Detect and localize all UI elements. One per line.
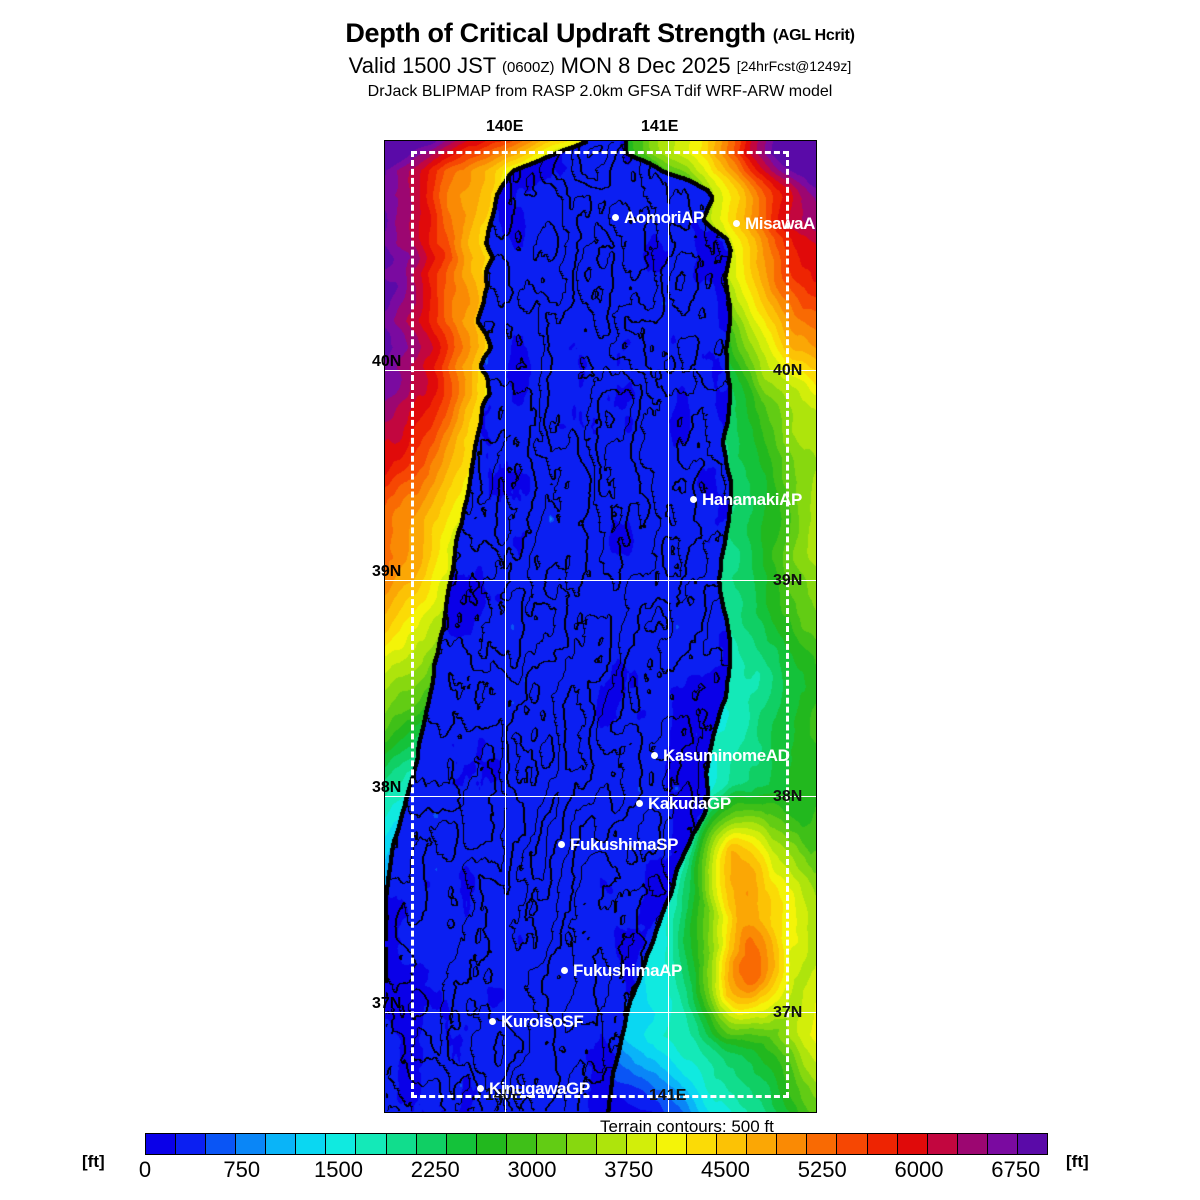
colorbar-swatch-28: [987, 1134, 1018, 1154]
colorbar-swatch-20: [747, 1134, 778, 1154]
colorbar-swatch-13: [536, 1134, 567, 1154]
title-main-text: Depth of Critical Updraft Strength: [345, 18, 766, 48]
colorbar-unit-right: [ft]: [1066, 1152, 1089, 1171]
colorbar-swatch-6: [326, 1134, 357, 1154]
colorbar-tick-1500: 1500: [314, 1157, 363, 1182]
colorbar-tick-750: 750: [223, 1157, 261, 1182]
valid-time-text: Valid 1500 JST: [348, 52, 496, 78]
colorbar-swatch-11: [476, 1134, 507, 1154]
terrain-contour-note: Terrain contours: 500 ft: [600, 1117, 774, 1136]
lat-label-left-39n: 39N: [372, 563, 402, 580]
title-block: Depth of Critical Updraft Strength (AGL …: [0, 18, 1200, 103]
colorbar-swatch-0: [146, 1134, 177, 1154]
map-plot-area[interactable]: 40N 39N 38N 37N 140E 141E AomoriAP Misawa…: [384, 140, 817, 1113]
colorbar-tick-3750: 3750: [604, 1157, 654, 1182]
colorbar-swatch-29: [1017, 1134, 1047, 1154]
colorbar-tick-4500: 4500: [701, 1157, 750, 1182]
title-paren-text: (AGL Hcrit): [772, 27, 855, 44]
valid-date-text: MON 8 Dec 2025: [560, 52, 731, 78]
colorbar-swatch-27: [957, 1134, 988, 1154]
colorbar-swatch-21: [777, 1134, 808, 1154]
colorbar-swatch-18: [687, 1134, 718, 1154]
lat-label-right-39n: 39N: [773, 572, 803, 589]
forecast-tag-text: [24hrFcst@1249z]: [736, 57, 852, 74]
colorbar-swatch-15: [596, 1134, 627, 1154]
colorbar-swatch-22: [807, 1134, 838, 1154]
lon-label-bottom-140e: 140E: [485, 1087, 523, 1104]
colorbar-swatch-26: [927, 1134, 958, 1154]
colorbar-swatch-14: [566, 1134, 597, 1154]
colorbar-tick-0: 0: [138, 1157, 152, 1182]
colorbar-tick-2250: 2250: [410, 1157, 460, 1182]
colorbar-swatch-23: [837, 1134, 868, 1154]
colorbar-swatch-1: [176, 1134, 207, 1154]
colorbar-swatch-16: [627, 1134, 658, 1154]
lat-label-left-38n: 38N: [372, 779, 402, 796]
colorbar-swatch-24: [867, 1134, 898, 1154]
colorbar-swatch-25: [897, 1134, 928, 1154]
colorbar-swatch-12: [506, 1134, 537, 1154]
lon-label-bottom-141e: 141E: [649, 1087, 687, 1104]
lat-label-right-40n: 40N: [773, 362, 803, 379]
colorbar-swatch-3: [236, 1134, 267, 1154]
colorbar-tick-3000: 3000: [507, 1157, 557, 1182]
colorbar-swatch-2: [206, 1134, 237, 1154]
valid-time-line: Valid 1500 JST (0600Z) MON 8 Dec 2025 [2…: [0, 52, 1200, 80]
colorbar-tick-6750: 6750: [991, 1157, 1041, 1182]
colorbar-swatch-17: [657, 1134, 688, 1154]
page-title: Depth of Critical Updraft Strength (AGL …: [0, 18, 1200, 50]
lat-label-left-40n: 40N: [372, 353, 402, 370]
colorbar-tick-6000: 6000: [894, 1157, 944, 1182]
colorbar-swatch-5: [296, 1134, 327, 1154]
colorbar-swatch-19: [717, 1134, 748, 1154]
valid-zulu-text: (0600Z): [501, 58, 555, 76]
lon-label-top-141e: 141E: [641, 118, 679, 135]
lat-label-left-37n: 37N: [372, 995, 402, 1012]
colorbar-swatch-4: [266, 1134, 297, 1154]
lat-label-right-38n: 38N: [773, 788, 803, 805]
colorbar-swatch-10: [446, 1134, 477, 1154]
weather-field-raster: [385, 141, 816, 1112]
colorbar-swatch-9: [416, 1134, 447, 1154]
lon-label-top-140e: 140E: [486, 118, 524, 135]
colorbar-swatch-8: [386, 1134, 417, 1154]
colorbar[interactable]: [145, 1133, 1048, 1155]
lat-label-right-37n: 37N: [773, 1004, 803, 1021]
colorbar-unit-left: [ft]: [82, 1152, 105, 1171]
colorbar-tick-5250: 5250: [797, 1157, 847, 1182]
model-source-line: DrJack BLIPMAP from RASP 2.0km GFSA Tdif…: [367, 83, 833, 101]
colorbar-tick-labels: 0 750 1500 2250 3000 3750 4500 5250 6000 6750: [139, 1157, 1048, 1185]
colorbar-swatch-7: [356, 1134, 387, 1154]
